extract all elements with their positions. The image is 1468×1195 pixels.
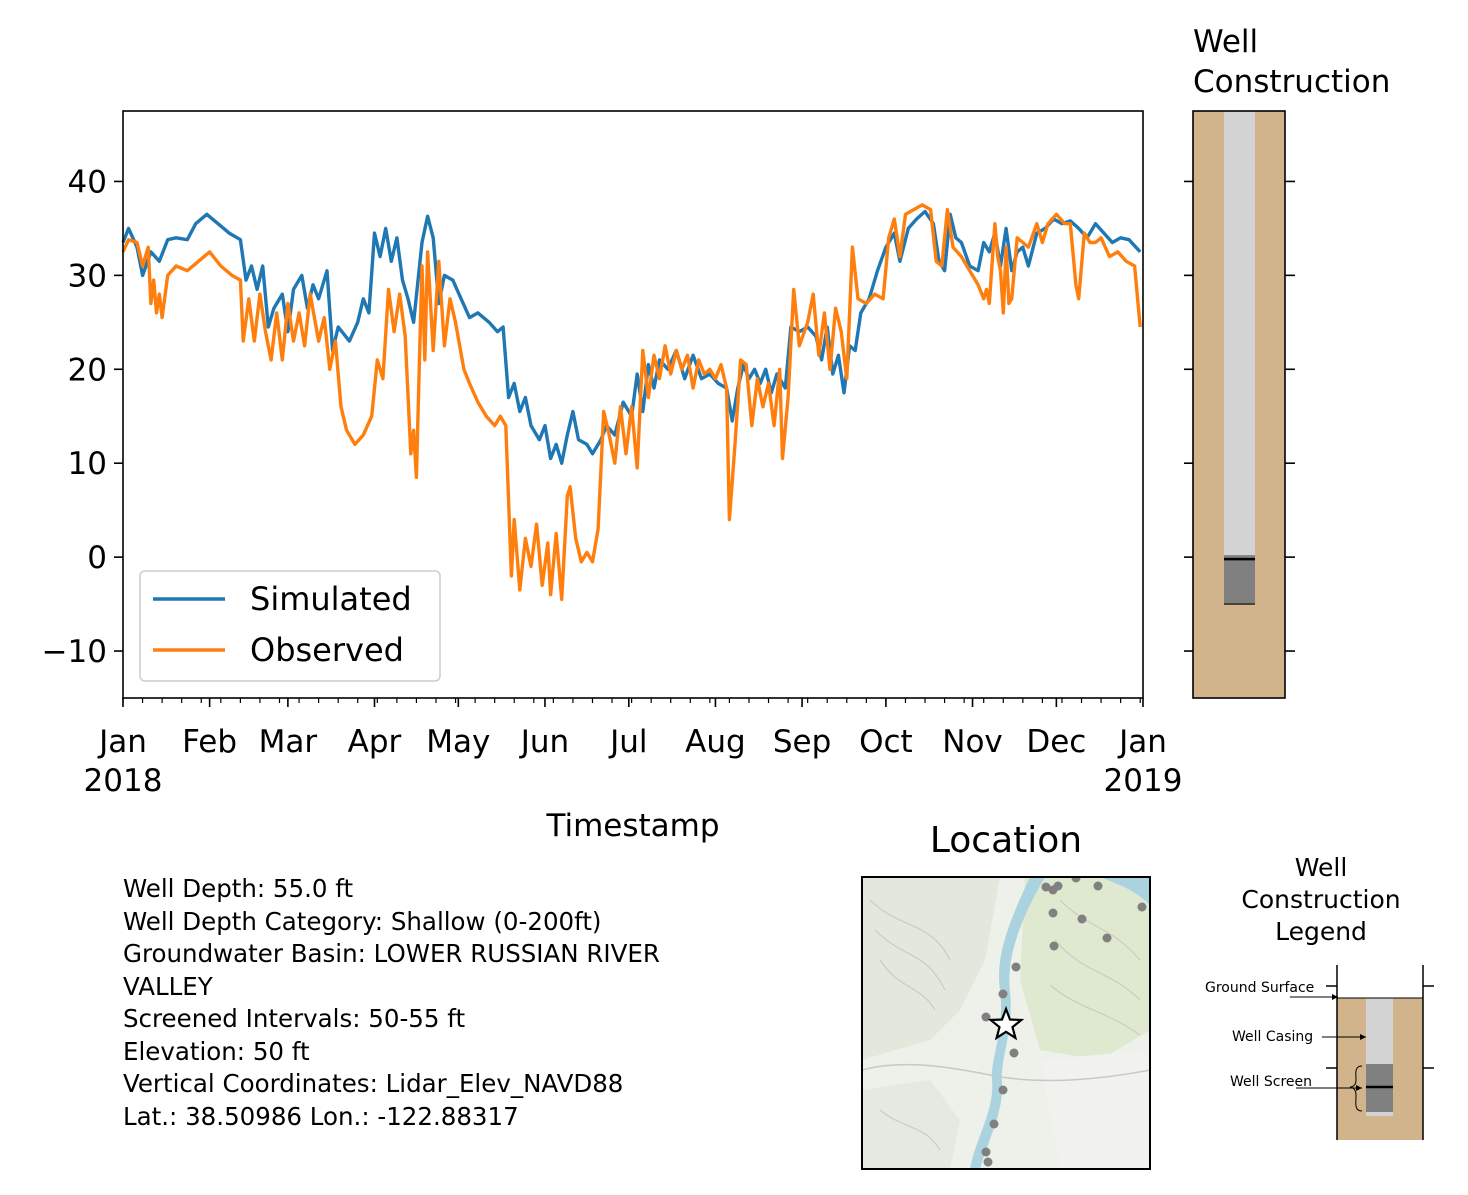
legend-title-line: Construction — [1241, 885, 1401, 914]
well-dot — [1009, 1048, 1019, 1058]
well-ticks — [1184, 180, 1295, 652]
legend-screen-bottom — [1366, 1112, 1393, 1116]
well-dot — [1049, 941, 1059, 951]
map-terrain-southwest — [862, 1080, 960, 1169]
legend-screen — [1366, 1064, 1393, 1114]
well-dot — [1041, 882, 1051, 892]
x-tick-label: Apr — [348, 724, 402, 760]
river-branch — [1100, 877, 1150, 905]
well-info-line: Screened Intervals: 50-55 ft — [123, 1004, 466, 1033]
x-tick-label: Aug — [685, 724, 746, 760]
x-tick-year-label: 2018 — [84, 763, 163, 799]
well-info-line: Well Depth Category: Shallow (0-200ft) — [123, 906, 602, 936]
well-dot — [983, 1157, 993, 1167]
x-tick-label: Sep — [773, 724, 831, 760]
y-tick-label: 10 — [68, 446, 107, 482]
x-tick-label: Mar — [259, 724, 318, 760]
y-tick-label: 30 — [68, 258, 107, 294]
well-dot — [1137, 902, 1147, 912]
well-casing — [1224, 111, 1255, 558]
well-dot — [1093, 881, 1103, 891]
location-title: Location — [929, 820, 1083, 861]
well-dot — [998, 1085, 1008, 1095]
map-terrain-east — [1020, 877, 1150, 1060]
x-tick-year-label: 2019 — [1104, 763, 1183, 799]
series-layer — [121, 203, 1142, 602]
arrowhead — [1356, 1085, 1362, 1091]
well-info-line: Well Depth: 55.0 ft — [123, 874, 354, 903]
well-construction-title-line: Construction — [1193, 64, 1391, 100]
well-dot — [998, 989, 1008, 999]
well-frame — [1192, 110, 1286, 699]
x-tick-label: Jan — [97, 724, 147, 760]
map-contours — [869, 899, 1141, 1151]
legend-casing — [1366, 998, 1393, 1066]
arrowhead — [1332, 994, 1338, 1000]
legend-title-line: Well — [1294, 853, 1348, 882]
y-tick-label: 0 — [87, 540, 107, 576]
well-casing-label: Well Casing — [1232, 1029, 1314, 1045]
well-dot — [981, 1147, 991, 1157]
well-info-line: Groundwater Basin: LOWER RUSSIAN RIVER — [123, 939, 660, 968]
well-dot — [1048, 908, 1058, 918]
well-construction-legend-diagram — [1290, 965, 1434, 1140]
well-dot — [1077, 914, 1087, 924]
y-tick-label: 20 — [68, 352, 107, 388]
legend-title-line: Legend — [1275, 917, 1367, 946]
x-tick-label: May — [426, 724, 490, 760]
map-frame — [861, 876, 1151, 1170]
series-line-observed — [121, 203, 1142, 602]
well-info-line: Elevation: 50 ft — [123, 1036, 310, 1066]
x-tick-label: Feb — [182, 724, 237, 760]
nearby-wells — [981, 877, 1147, 1167]
well-info-line: VALLEY — [123, 971, 213, 1001]
map-road — [862, 1063, 1150, 1082]
star-icon — [987, 1005, 1025, 1041]
well-info-line: Vertical Coordinates: Lidar_Elev_NAVD88 — [123, 1069, 624, 1098]
y-tick-label: −10 — [42, 634, 107, 670]
x-tick-label: Nov — [942, 724, 1003, 760]
x-axis-label: Timestamp — [545, 808, 719, 844]
x-tick-label: Oct — [859, 724, 913, 760]
ground-surface-label: Ground Surface — [1205, 980, 1315, 996]
arrowhead — [1360, 1034, 1366, 1040]
x-tick-label: Jul — [608, 724, 647, 760]
y-tick-label: 40 — [68, 164, 107, 200]
well-dot — [1102, 933, 1112, 943]
y-axis: −10 0 10 20 30 40 — [42, 164, 123, 670]
chart-legend: Simulated Observed — [139, 570, 441, 682]
legend-label-simulated: Simulated — [250, 580, 412, 618]
well-construction-title-line: Well — [1193, 24, 1259, 60]
well-construction-title: Well Construction — [1193, 22, 1390, 102]
well-screen-label: Well Screen — [1230, 1074, 1312, 1090]
location-map — [861, 876, 1151, 1170]
well-dot — [1053, 881, 1063, 891]
well-dot — [989, 1119, 999, 1129]
legend-label-observed: Observed — [250, 631, 404, 669]
well-info-block: Well Depth: 55.0 ft Well Depth Category:… — [123, 873, 660, 1133]
well-dot — [1011, 962, 1021, 972]
x-tick-label: Dec — [1026, 724, 1086, 760]
screen-brace — [1349, 1065, 1363, 1112]
well-dot — [1071, 877, 1081, 883]
legend-diagram-title: Well Construction Legend — [1222, 852, 1420, 948]
well-info-line: Lat.: 38.50986 Lon.: -122.88317 — [123, 1101, 519, 1131]
well-construction-column — [1184, 110, 1295, 699]
well-screen — [1224, 555, 1255, 605]
x-tick-label: Jun — [519, 724, 569, 760]
x-tick-label: Jan — [1117, 724, 1167, 760]
plot-frame — [122, 110, 1144, 699]
